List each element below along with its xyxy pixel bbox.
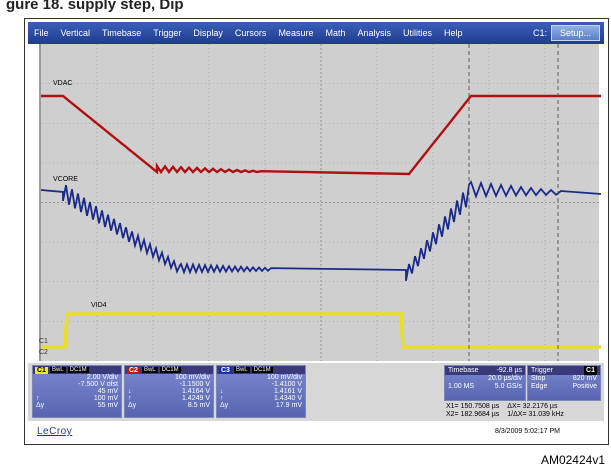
channel-tag: C3 (219, 366, 232, 374)
param-label: Δy (220, 402, 229, 409)
offset: -1.4100 V (271, 381, 302, 388)
lecroy-logo: LeCroy (37, 426, 73, 437)
param-label: ↓ (128, 388, 132, 395)
menu-cursors[interactable]: Cursors (234, 28, 267, 38)
menu-utilities[interactable]: Utilities (402, 28, 432, 38)
timebase-delay: -92.8 µs (496, 367, 522, 374)
menu-vertical[interactable]: Vertical (60, 28, 91, 38)
menu-file[interactable]: File (34, 28, 49, 38)
vdac-trace (41, 94, 601, 176)
channel-1-box[interactable]: C1 BwL DC1M 2.00 V/div -7.500 V ofst 45 mV… (32, 365, 122, 418)
volts-per-div: 2.00 V/div (86, 374, 118, 381)
menu-display[interactable]: Display (193, 28, 223, 38)
param-value: 17.9 mV (275, 402, 302, 409)
param-value: 8.5 mV (187, 402, 210, 409)
channel-tag: C1 (35, 366, 48, 374)
param-label: Δy (36, 402, 45, 409)
bandwidth-badge: BwL (233, 367, 250, 373)
vid4-trace (41, 312, 601, 349)
channel-2-box[interactable]: C2 BwL DC1M 100 mV/div -1.1500 V ↓ 1.4164 V… (124, 365, 214, 418)
coupling-badge: DC1M (67, 367, 89, 373)
menu-timebase[interactable]: Timebase (102, 28, 142, 38)
trigger-slope: Positive (572, 383, 597, 390)
param-value: 1.4161 V (273, 388, 302, 395)
param-label: ↓ (220, 388, 224, 395)
channel-3-box[interactable]: C3 BwL DC1M 100 mV/div -1.4100 V ↓ 1.4161 V… (216, 365, 306, 418)
sample-count: 1.00 MS (448, 383, 475, 390)
param-value: 1.4340 V (273, 395, 302, 402)
cursor-dx: ΔX= 32.2176 µs (507, 403, 558, 410)
vcore-trace (41, 180, 601, 281)
cursor-freq: 1/ΔX= 31.039 kHz (507, 411, 564, 418)
menu-help[interactable]: Help (444, 28, 463, 38)
timestamp: 8/3/2009 5:02:17 PM (495, 428, 560, 435)
param-value: 45 mV (97, 388, 118, 395)
trigger-box[interactable]: Trigger C1 Stop 820 mV Edge Positive (527, 365, 601, 401)
param-value: 55 mV (97, 402, 118, 409)
param-value: 1.4164 V (181, 388, 210, 395)
trigger-mode: Stop (531, 375, 546, 382)
time-per-div: 20.0 µs/div (488, 375, 522, 382)
offset: -7.500 V ofst (78, 381, 118, 388)
cursor-x2: X2= 182.9684 µs (446, 411, 500, 418)
menu-measure[interactable]: Measure (278, 28, 314, 38)
figure-code: AM02424v1 (540, 453, 605, 467)
c1-ground-marker[interactable]: C1 (39, 338, 48, 345)
offset: -1.1500 V (179, 381, 210, 388)
param-value: 1.4249 V (181, 395, 210, 402)
timebase-box[interactable]: Timebase -92.8 µs 20.0 µs/div 1.00 MS 5.0 … (444, 365, 526, 401)
scope-display[interactable]: VDAC VCORE VID4 (39, 44, 601, 361)
channel-tag: C2 (127, 366, 140, 374)
menu-math[interactable]: Math (325, 28, 346, 38)
sample-rate: 5.0 GS/s (494, 383, 522, 390)
readout-panel: C1 BwL DC1M 2.00 V/div -7.500 V ofst 45 mV… (28, 363, 604, 421)
volts-per-div: 100 mV/div (174, 374, 210, 381)
volts-per-div: 100 mV/div (266, 374, 302, 381)
timebase-title: Timebase (448, 367, 479, 374)
param-label: ↑ (128, 395, 132, 402)
page-title: gure 18. supply step, Dip (6, 0, 184, 12)
menu-analysis[interactable]: Analysis (357, 28, 391, 38)
trigger-level: 820 mV (572, 375, 597, 382)
cursor-x1: X1= 150.7508 µs (446, 403, 500, 410)
setup-button[interactable]: Setup... (550, 25, 600, 41)
param-label: ↑ (36, 395, 40, 402)
bandwidth-badge: BwL (49, 367, 66, 373)
vcore-label: VCORE (53, 176, 78, 183)
param-value: 100 mV (93, 395, 118, 402)
param-label: Δy (128, 402, 137, 409)
waveform-canvas (41, 44, 601, 361)
bandwidth-badge: BwL (141, 367, 158, 373)
vdac-label: VDAC (53, 80, 73, 87)
trigger-type: Edge (531, 383, 548, 390)
menu-trigger[interactable]: Trigger (153, 28, 182, 38)
menu-bar: File Vertical Timebase Trigger Display C… (28, 22, 604, 44)
vid4-label: VID4 (91, 302, 107, 309)
coupling-badge: DC1M (159, 367, 181, 373)
cursor-readout: X1= 150.7508 µs ΔX= 32.2176 µs X2= 182.96… (446, 403, 601, 419)
trigger-title: Trigger (531, 367, 553, 374)
param-label: ↑ (220, 395, 224, 402)
coupling-badge: DC1M (251, 367, 273, 373)
trigger-source: C1 (584, 366, 597, 375)
active-channel-label: C1: (532, 28, 547, 38)
c2-ground-marker[interactable]: C2 (39, 349, 48, 356)
